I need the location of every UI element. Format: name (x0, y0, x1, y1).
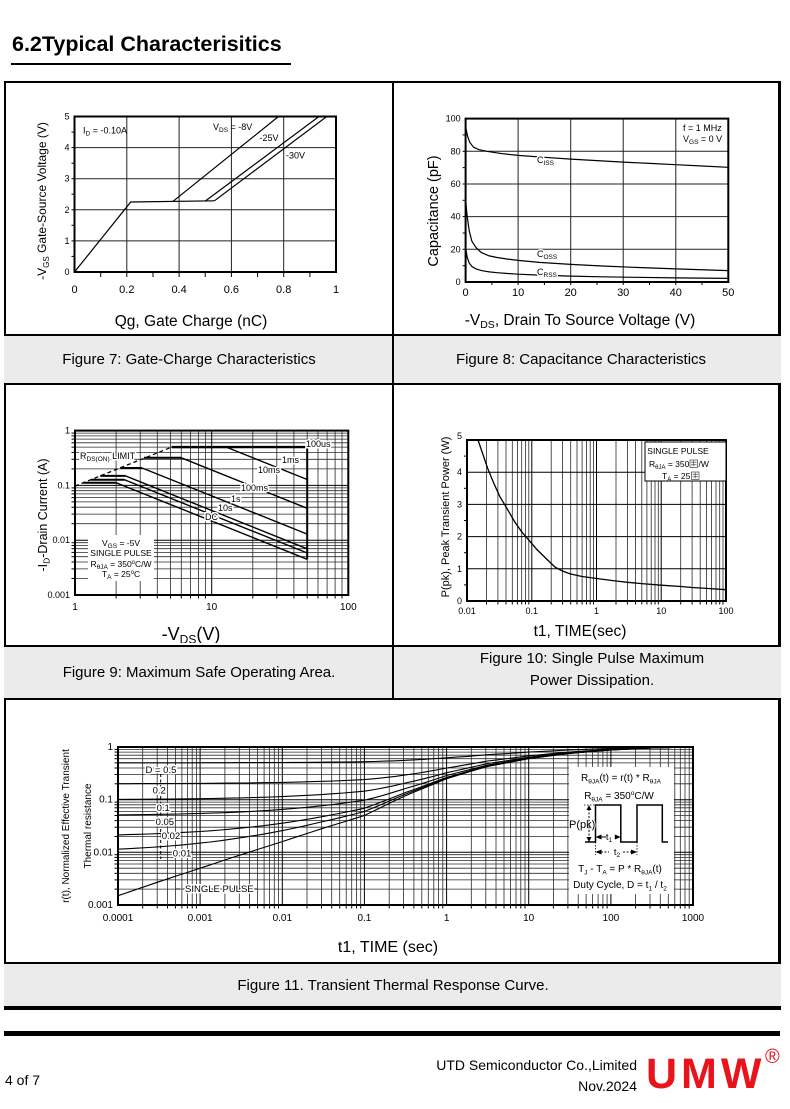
svg-text:0.1: 0.1 (357, 913, 371, 924)
svg-text:3: 3 (457, 499, 462, 509)
svg-text:0.01: 0.01 (52, 535, 70, 545)
svg-text:TJ - TA = P * RθJA(t): TJ - TA = P * RθJA(t) (578, 864, 662, 877)
svg-text:30: 30 (617, 287, 629, 299)
svg-text:SINGLE PULSE: SINGLE PULSE (647, 446, 709, 456)
svg-text:0.01: 0.01 (94, 847, 114, 858)
svg-text:100us: 100us (306, 439, 331, 449)
svg-text:DC: DC (205, 512, 218, 522)
svg-text:-25V: -25V (260, 133, 279, 143)
svg-text:/W: /W (699, 459, 709, 469)
svg-text:t2: t2 (614, 847, 621, 859)
svg-text:80: 80 (451, 146, 461, 156)
svg-text:Thermal resistance: Thermal resistance (83, 783, 94, 868)
svg-text:0.1: 0.1 (157, 803, 170, 814)
svg-text:1: 1 (457, 564, 462, 574)
svg-text:SINGLE PULSE: SINGLE PULSE (90, 548, 152, 558)
svg-text:0: 0 (456, 277, 461, 287)
svg-text:10ms: 10ms (258, 465, 281, 475)
svg-text:100ms: 100ms (241, 483, 269, 493)
svg-text:-30V: -30V (286, 151, 305, 161)
svg-text:-ID-Drain Current (A): -ID-Drain Current (A) (36, 458, 52, 571)
svg-text:0.6: 0.6 (224, 284, 239, 296)
svg-text:0.01: 0.01 (458, 606, 476, 616)
svg-text:0.05: 0.05 (156, 817, 175, 828)
svg-text:2: 2 (457, 532, 462, 542)
svg-text:1: 1 (64, 236, 69, 246)
svg-text:0.4: 0.4 (171, 284, 186, 296)
svg-text:t1: t1 (606, 832, 613, 844)
svg-text:0.001: 0.001 (47, 590, 70, 600)
svg-text:10: 10 (206, 602, 218, 613)
svg-text:VDS = -8V: VDS = -8V (213, 122, 252, 134)
svg-text:0.1: 0.1 (57, 480, 70, 490)
svg-text:10s: 10s (218, 503, 233, 513)
svg-text:0: 0 (463, 287, 469, 299)
svg-text:100: 100 (603, 913, 620, 924)
svg-text:r(t), Normalized Effective Tra: r(t), Normalized Effective Transient (61, 749, 72, 903)
svg-text:1: 1 (65, 426, 70, 436)
svg-text:40: 40 (670, 287, 682, 299)
svg-text:-VGS Gate-Source Voltage (V): -VGS Gate-Source Voltage (V) (35, 122, 51, 280)
svg-text:40: 40 (451, 212, 461, 222)
svg-text:0: 0 (71, 284, 77, 296)
svg-text:0.1: 0.1 (526, 606, 539, 616)
svg-text:20: 20 (565, 287, 577, 299)
svg-text:0.2: 0.2 (119, 284, 134, 296)
svg-text:0.01: 0.01 (173, 848, 192, 859)
svg-text:10: 10 (523, 913, 535, 924)
svg-text:t1, TIME (sec): t1, TIME (sec) (338, 939, 438, 956)
svg-text:1: 1 (333, 284, 339, 296)
svg-text:0.02: 0.02 (162, 831, 181, 842)
svg-text:SINGLE PULSE: SINGLE PULSE (185, 884, 254, 895)
svg-text:10: 10 (512, 287, 524, 299)
svg-text:1: 1 (594, 606, 599, 616)
svg-text:P(pk), Peak Transient Power (W: P(pk), Peak Transient Power (W) (440, 437, 452, 598)
svg-text:4: 4 (457, 467, 462, 477)
svg-text:Capacitance (pF): Capacitance (pF) (426, 155, 442, 266)
svg-text:0.8: 0.8 (276, 284, 291, 296)
svg-text:CRSS: CRSS (537, 267, 558, 279)
svg-text:2: 2 (64, 205, 69, 215)
svg-text:0: 0 (64, 267, 69, 277)
svg-text:100: 100 (718, 606, 733, 616)
svg-text:Qg, Gate Charge (nC): Qg, Gate Charge (nC) (115, 313, 267, 330)
svg-text:1ms: 1ms (282, 455, 300, 465)
svg-text:4: 4 (64, 143, 69, 153)
svg-text:1: 1 (72, 602, 78, 613)
svg-text:TA = 25oC: TA = 25oC (102, 569, 140, 581)
svg-text:0.01: 0.01 (273, 913, 293, 924)
svg-text:0.001: 0.001 (188, 913, 213, 924)
svg-text:RθJA(t) = r(t) * RθJA: RθJA(t) = r(t) * RθJA (581, 773, 662, 786)
svg-text:-VDS(V): -VDS(V) (162, 624, 221, 643)
svg-text:COSS: COSS (537, 249, 558, 261)
svg-text:100: 100 (340, 602, 357, 613)
svg-text:RθJA = 350oC/W: RθJA = 350oC/W (584, 790, 654, 804)
svg-text:P(pk): P(pk) (569, 819, 595, 831)
svg-text:f = 1 MHz: f = 1 MHz (683, 123, 722, 133)
svg-text:VGS = 0 V: VGS = 0 V (683, 134, 722, 146)
svg-text:ID = -0.10A: ID = -0.10A (83, 126, 127, 138)
svg-text:1: 1 (107, 742, 113, 753)
svg-text:60: 60 (451, 179, 461, 189)
svg-text:5: 5 (457, 431, 462, 441)
svg-text:0.0001: 0.0001 (103, 913, 134, 924)
svg-text:20: 20 (451, 244, 461, 254)
svg-text:0.1: 0.1 (99, 795, 113, 806)
svg-text:10: 10 (656, 606, 666, 616)
svg-text:5: 5 (64, 112, 69, 122)
svg-text:0.001: 0.001 (88, 900, 113, 911)
svg-text:1000: 1000 (682, 913, 705, 924)
svg-text:0.2: 0.2 (153, 786, 166, 797)
svg-text:100: 100 (446, 114, 461, 124)
svg-text:Duty Cycle, D = t1 / t2: Duty Cycle, D = t1 / t2 (573, 880, 667, 893)
svg-text:t1, TIME(sec): t1, TIME(sec) (534, 623, 627, 640)
svg-text:1: 1 (444, 913, 450, 924)
svg-text:D = 0.5: D = 0.5 (146, 765, 177, 776)
svg-text:0: 0 (457, 596, 462, 606)
svg-text:1s: 1s (231, 494, 241, 504)
svg-text:-VDS, Drain To Source Voltage: -VDS, Drain To Source Voltage (V) (465, 312, 696, 331)
svg-text:50: 50 (722, 287, 734, 299)
svg-text:3: 3 (64, 174, 69, 184)
